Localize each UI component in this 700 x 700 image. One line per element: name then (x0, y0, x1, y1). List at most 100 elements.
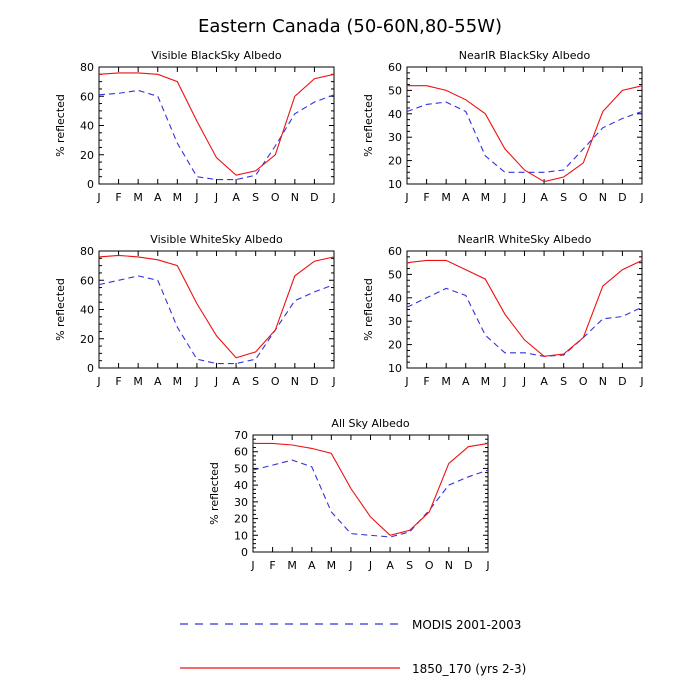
x-tick-label: D (618, 375, 626, 388)
chart-panel: NearIR WhiteSky Albedo % reflected 10 20 30 4… (362, 233, 644, 388)
y-tick-label: 40 (80, 304, 94, 317)
y-tick-label: 60 (388, 245, 402, 258)
x-tick-label: J (194, 191, 198, 204)
y-tick-label: 60 (388, 61, 402, 74)
x-tick-label: O (271, 191, 280, 204)
x-tick-label: J (522, 375, 526, 388)
x-tick-label: M (481, 375, 491, 388)
figure-title: Eastern Canada (50-60N,80-55W) (198, 16, 502, 37)
y-axis-label: % reflected (54, 278, 67, 341)
x-tick-label: O (425, 559, 434, 572)
x-tick-label: F (423, 191, 429, 204)
x-tick-label: N (291, 375, 299, 388)
x-tick-label: D (618, 191, 626, 204)
series-line-modis (406, 101, 643, 173)
x-tick-label: M (173, 375, 183, 388)
x-tick-label: J (404, 191, 408, 204)
x-tick-label: A (386, 559, 394, 572)
series-line-modis (406, 287, 643, 357)
x-tick-label: J (250, 559, 254, 572)
y-tick-label: 40 (80, 120, 94, 133)
y-tick-label: 50 (234, 462, 248, 475)
y-tick-label: 20 (80, 333, 94, 346)
series-line-modis (98, 275, 335, 365)
y-tick-label: 60 (80, 274, 94, 287)
chart-panel: NearIR BlackSky Albedo % reflected 10 20 30 4… (362, 49, 644, 204)
x-tick-label: M (133, 375, 143, 388)
x-tick-label: J (368, 559, 372, 572)
x-tick-label: F (115, 191, 121, 204)
x-tick-label: M (441, 191, 451, 204)
y-tick-label: 20 (234, 513, 248, 526)
chart-panels: Visible BlackSky Albedo % reflected 0 20 40 6… (54, 49, 644, 572)
x-tick-label: F (115, 375, 121, 388)
y-tick-label: 70 (234, 429, 248, 442)
x-tick-label: D (310, 191, 318, 204)
chart-panel: Visible BlackSky Albedo % reflected 0 20 40 6… (54, 49, 336, 204)
y-axis-label: % reflected (362, 94, 375, 157)
x-tick-label: A (232, 375, 240, 388)
x-tick-label: N (445, 559, 453, 572)
legend-modis-label: MODIS 2001-2003 (412, 618, 521, 632)
y-axis-label: % reflected (362, 278, 375, 341)
x-tick-label: O (579, 375, 588, 388)
chart-panel: Visible WhiteSky Albedo % reflected 0 20 40 6… (54, 233, 336, 388)
series-line-model (98, 254, 335, 359)
x-tick-label: A (462, 191, 470, 204)
x-tick-label: A (308, 559, 316, 572)
x-tick-label: M (441, 375, 451, 388)
y-axis-label: % reflected (208, 462, 221, 525)
y-tick-label: 60 (234, 446, 248, 459)
x-tick-label: F (269, 559, 275, 572)
x-tick-label: A (232, 191, 240, 204)
x-tick-label: A (462, 375, 470, 388)
x-tick-label: J (502, 375, 506, 388)
y-tick-label: 20 (388, 155, 402, 168)
x-tick-label: J (96, 375, 100, 388)
x-tick-label: D (464, 559, 472, 572)
y-tick-label: 10 (388, 362, 402, 375)
series-line-model (407, 85, 643, 183)
x-tick-label: J (331, 191, 335, 204)
x-tick-label: M (133, 191, 143, 204)
x-tick-label: N (291, 191, 299, 204)
y-axis-label: % reflected (54, 94, 67, 157)
panel-title: Visible WhiteSky Albedo (150, 233, 283, 246)
y-tick-label: 60 (80, 90, 94, 103)
y-tick-label: 0 (87, 178, 94, 191)
x-tick-label: F (423, 375, 429, 388)
legend: MODIS 2001-2003 1850_170 (yrs 2-3) (180, 618, 526, 676)
x-tick-label: J (194, 375, 198, 388)
y-tick-label: 20 (80, 149, 94, 162)
x-tick-label: J (96, 191, 100, 204)
series-line-modis (98, 89, 335, 181)
series-line-model (406, 259, 643, 357)
series-line-model (253, 442, 489, 536)
x-tick-label: M (173, 191, 183, 204)
x-tick-label: A (540, 191, 548, 204)
y-tick-label: 50 (388, 268, 402, 281)
x-tick-label: N (599, 375, 607, 388)
x-tick-label: J (522, 191, 526, 204)
x-tick-label: J (214, 191, 218, 204)
x-tick-label: J (639, 191, 643, 204)
x-tick-label: M (481, 191, 491, 204)
x-tick-label: S (406, 559, 413, 572)
y-tick-label: 40 (388, 292, 402, 305)
y-tick-label: 0 (87, 362, 94, 375)
y-tick-label: 40 (388, 108, 402, 121)
x-tick-label: J (404, 375, 408, 388)
x-tick-label: J (485, 559, 489, 572)
panel-title: NearIR WhiteSky Albedo (458, 233, 592, 246)
y-tick-label: 10 (388, 178, 402, 191)
y-tick-label: 50 (388, 84, 402, 97)
x-tick-label: O (579, 191, 588, 204)
x-tick-label: J (639, 375, 643, 388)
legend-model-label: 1850_170 (yrs 2-3) (412, 662, 526, 676)
x-tick-label: A (154, 191, 162, 204)
y-tick-label: 10 (234, 529, 248, 542)
x-tick-label: S (252, 191, 259, 204)
panel-title: NearIR BlackSky Albedo (459, 49, 591, 62)
